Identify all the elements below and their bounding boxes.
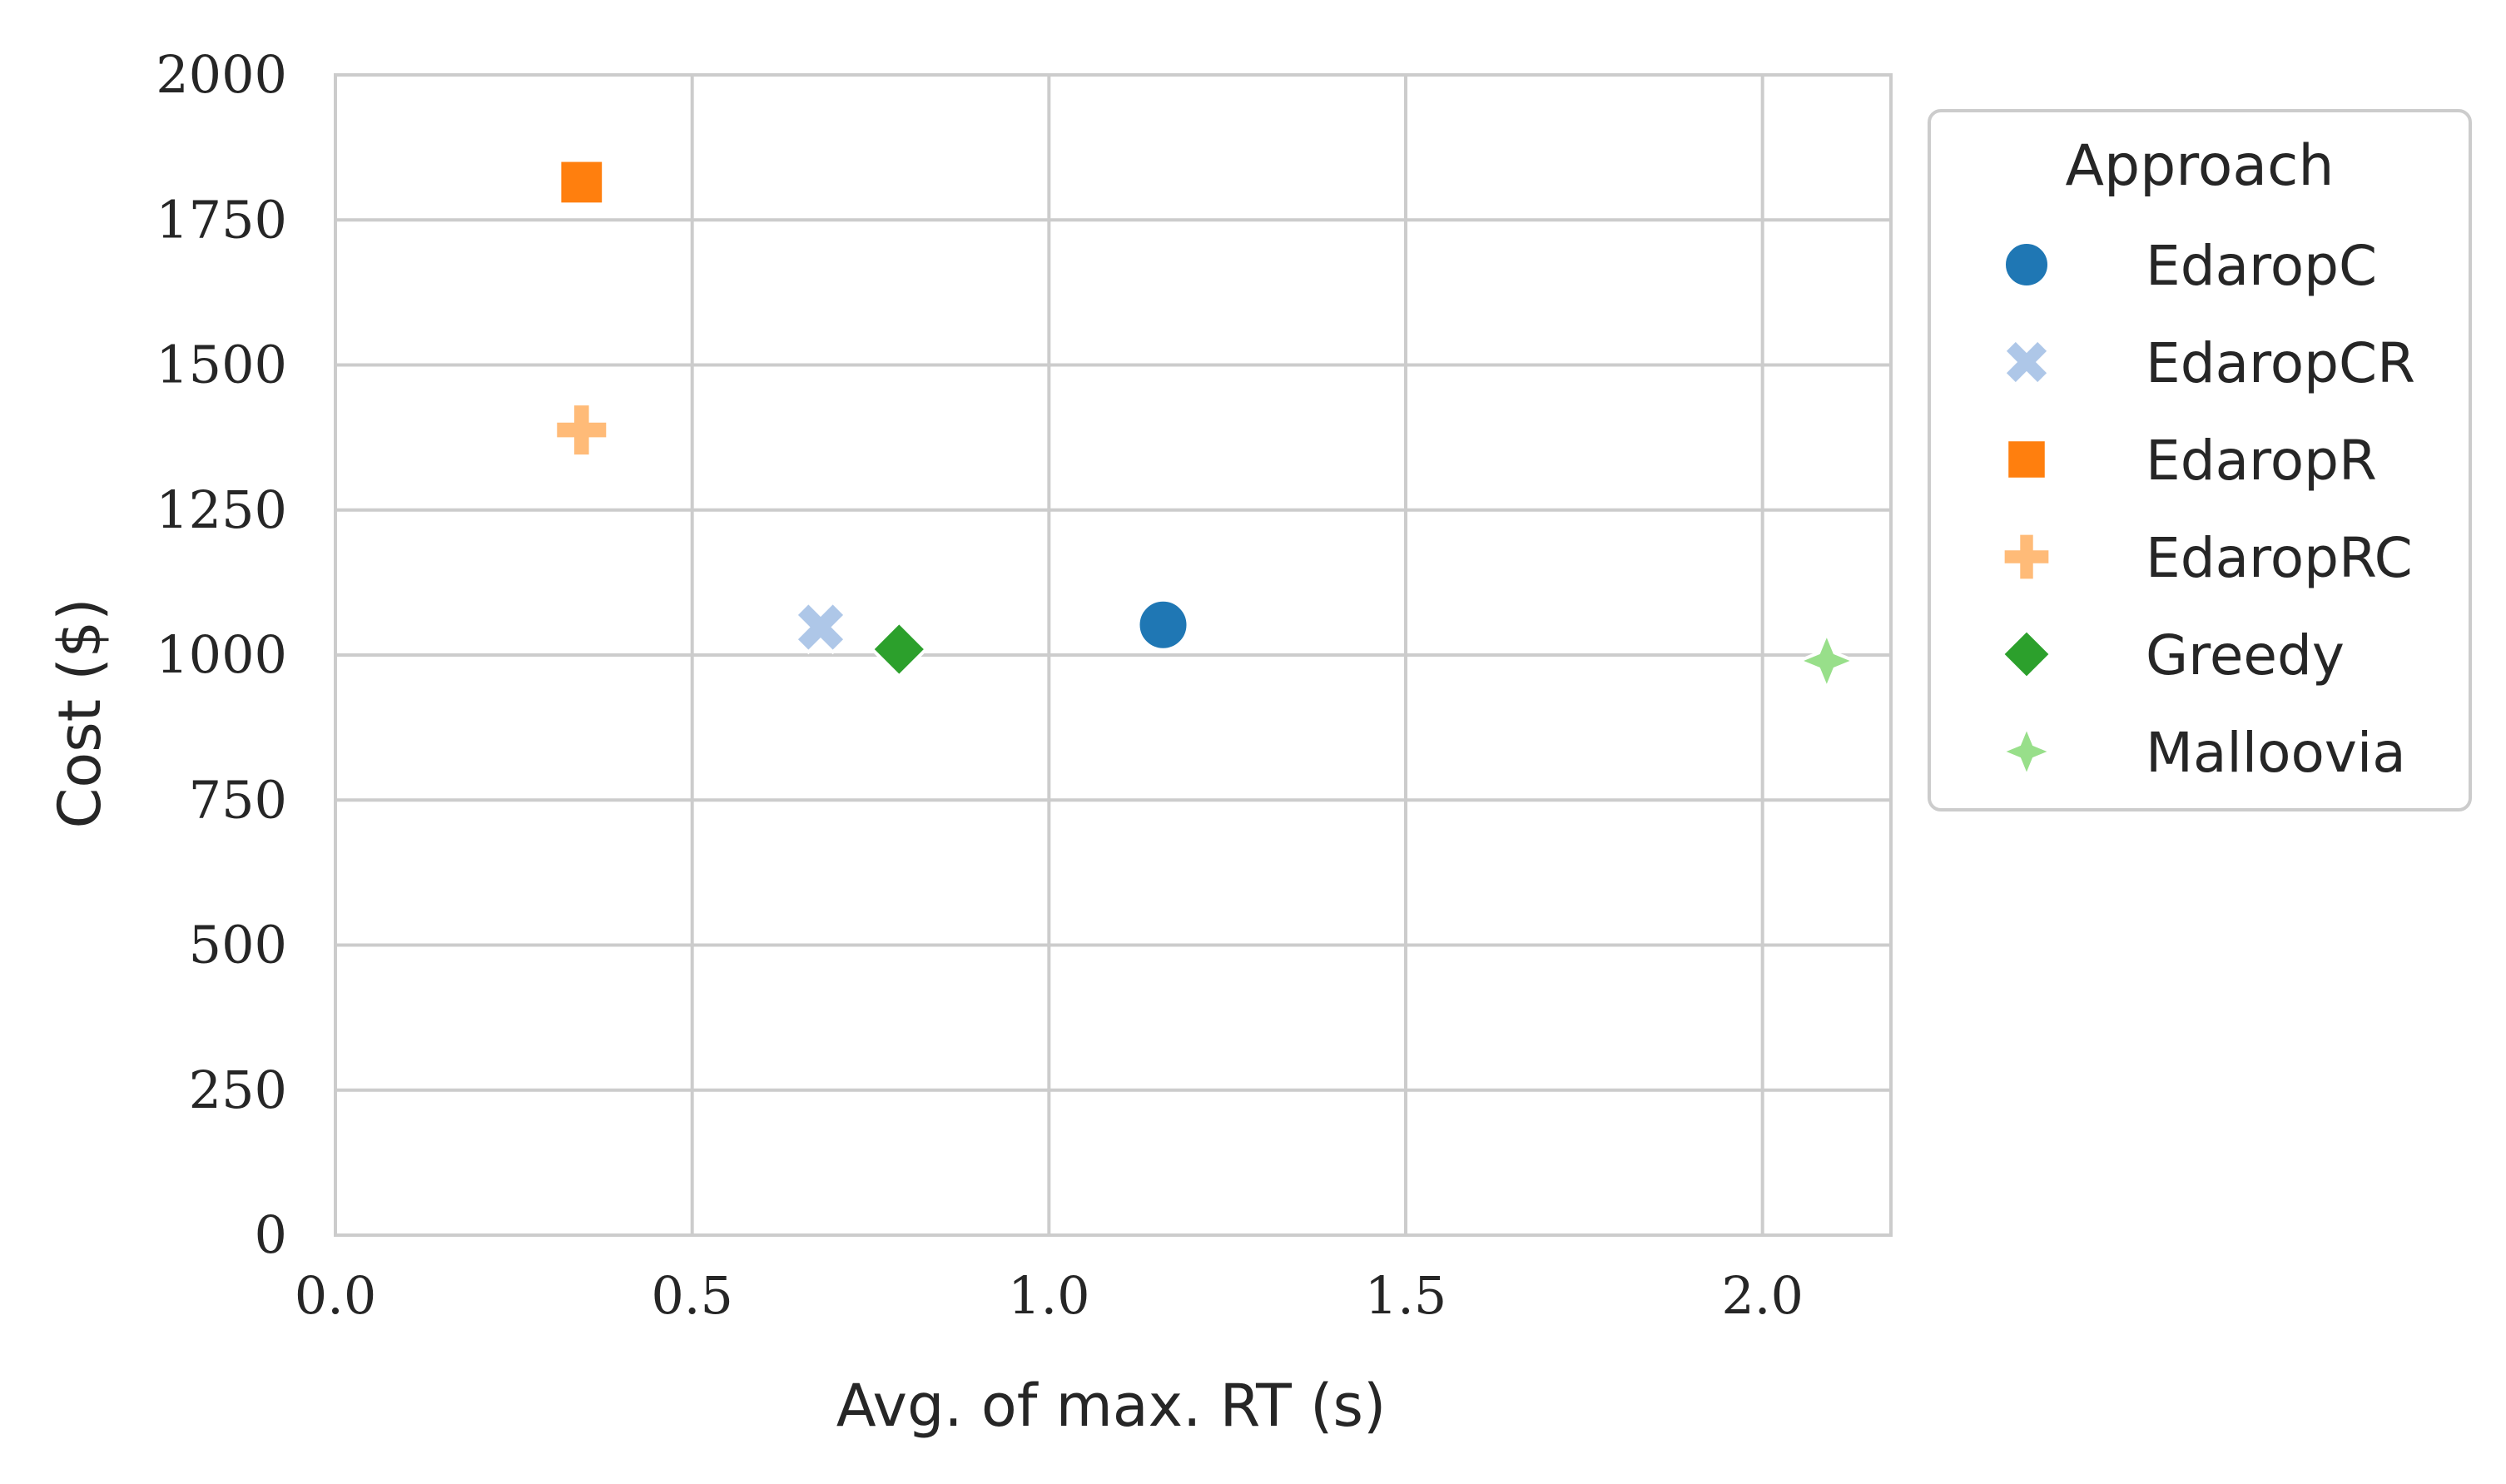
y-axis-label: Cost ($) — [46, 598, 114, 828]
legend-label-edaropcr: EdaropCR — [2146, 331, 2415, 395]
y-axis-ticks: 0 250 500 750 1000 1250 1500 1750 2000 — [156, 44, 287, 1265]
y-tick-label: 500 — [189, 915, 287, 975]
legend-marker-edaropr — [2005, 438, 2048, 481]
legend-box — [1928, 109, 2472, 811]
legend-marker-malloovia — [1997, 722, 2056, 781]
x-tick-label: 2.0 — [1721, 1265, 1804, 1326]
legend-marker-edaropc — [2002, 241, 2051, 289]
point-edaropc — [1136, 598, 1190, 652]
point-edaropr — [558, 158, 606, 206]
y-tick-label: 250 — [189, 1060, 287, 1120]
legend-marker-edaroprc — [2001, 531, 2052, 583]
point-edaropcr — [793, 599, 848, 655]
legend-title: Approach — [2065, 133, 2334, 199]
x-axis-ticks: 0.0 0.5 1.0 1.5 2.0 — [295, 1265, 1804, 1326]
y-tick-label: 2000 — [156, 44, 287, 105]
point-edaroprc — [553, 402, 610, 459]
point-malloovia — [1794, 628, 1859, 693]
legend-label-edaropc: EdaropC — [2146, 234, 2377, 298]
y-tick-label: 1250 — [156, 479, 287, 540]
grid — [334, 73, 1891, 1237]
point-greedy — [870, 619, 929, 679]
y-tick-label: 750 — [189, 769, 287, 830]
x-tick-label: 0.0 — [295, 1265, 377, 1326]
legend-label-edaroprc: EdaropRC — [2146, 526, 2413, 590]
y-tick-label: 1750 — [156, 189, 287, 250]
legend: Approach EdaropC EdaropCR EdaropR EdaropRC G… — [1928, 109, 2472, 811]
legend-marker-greedy — [2000, 628, 2053, 681]
data-points — [553, 158, 1859, 693]
y-tick-label: 1000 — [156, 624, 287, 685]
x-tick-label: 1.5 — [1365, 1265, 1447, 1326]
y-tick-label: 1500 — [156, 335, 287, 395]
y-tick-label: 0 — [255, 1204, 287, 1265]
x-tick-label: 1.0 — [1008, 1265, 1090, 1326]
legend-label-edaropr: EdaropR — [2146, 429, 2377, 493]
legend-items: EdaropC EdaropCR EdaropR EdaropRC Greedy Mall… — [1997, 234, 2415, 785]
legend-marker-edaropcr — [2002, 337, 2052, 387]
legend-label-greedy: Greedy — [2146, 623, 2345, 687]
plot-frame — [334, 73, 1893, 1237]
x-tick-label: 0.5 — [651, 1265, 733, 1326]
legend-label-malloovia: Malloovia — [2146, 721, 2406, 785]
x-axis-label: Avg. of max. RT (s) — [836, 1372, 1387, 1440]
